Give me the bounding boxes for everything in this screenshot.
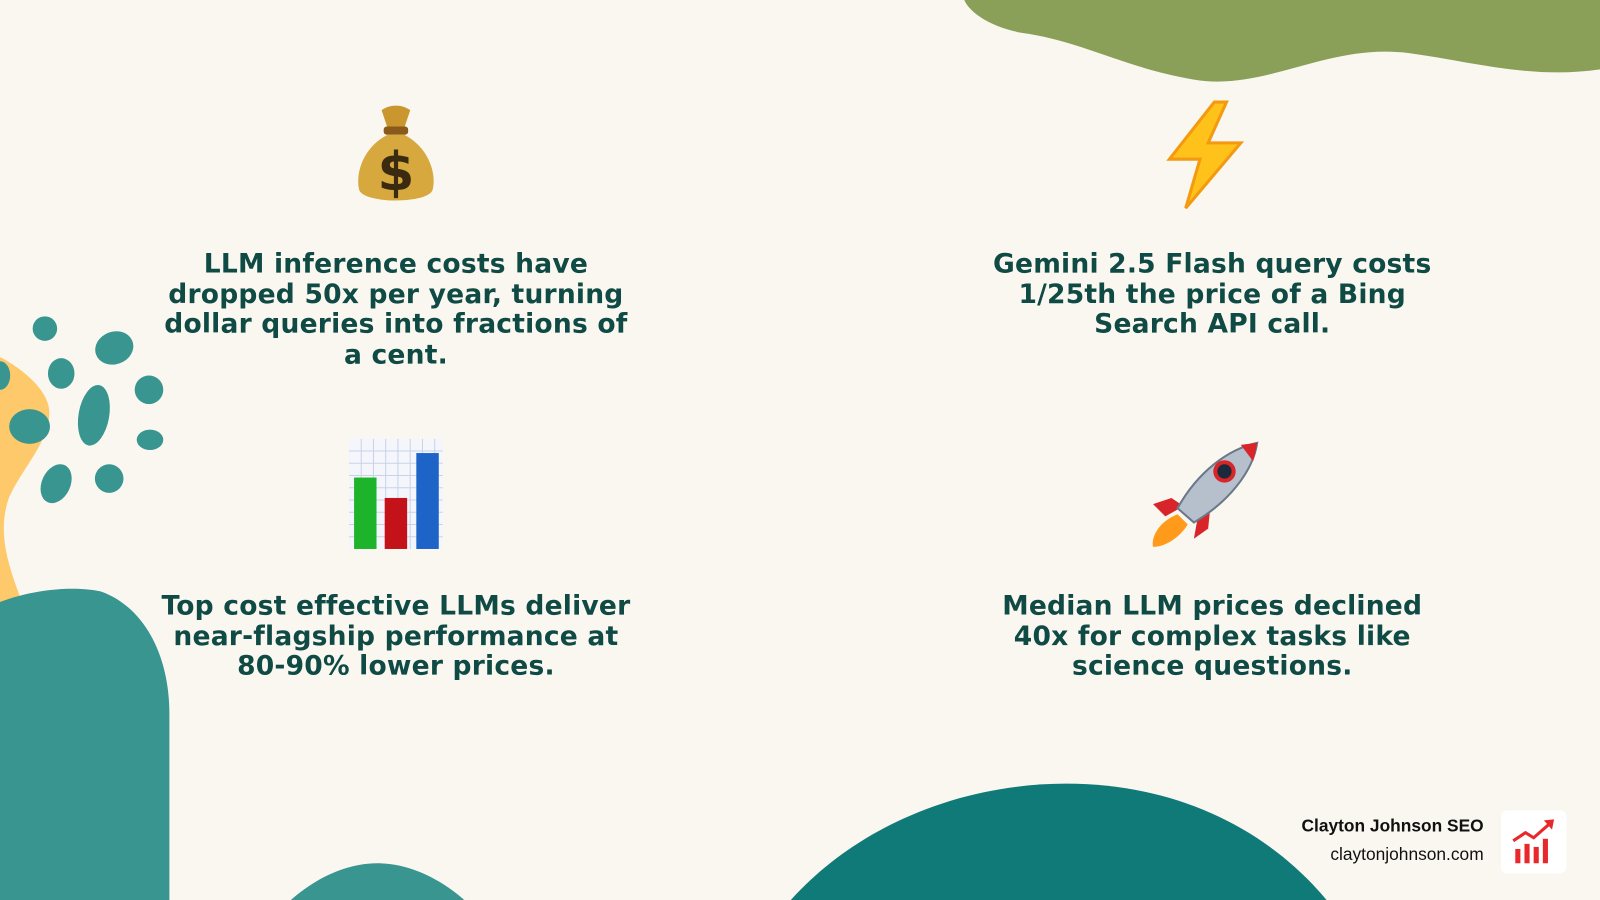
- stat-text: Gemini 2.5 Flash query costs 1/25th the …: [993, 248, 1432, 340]
- stat-text: Top cost effective LLMs deliver near-fla…: [161, 590, 631, 682]
- dark-teal-dome: [790, 783, 1327, 900]
- svg-text:$: $: [377, 141, 414, 203]
- brand-block: Clayton Johnson SEO claytonjohnson.com: [1301, 816, 1483, 865]
- growth-chart-icon: [1512, 819, 1555, 864]
- olive-blob: [964, 0, 1600, 82]
- brand-url[interactable]: claytonjohnson.com: [1330, 844, 1484, 865]
- stat-text: LLM inference costs have dropped 50x per…: [164, 248, 628, 370]
- teal-arch: [0, 588, 170, 900]
- money-bag-icon: $: [358, 105, 434, 203]
- rocket-icon: [1152, 441, 1259, 547]
- bar-chart-icon: [348, 438, 443, 549]
- brand-logo: [1501, 810, 1567, 874]
- lightning-icon: [1166, 100, 1245, 210]
- teal-small-dome: [290, 863, 465, 900]
- stat-text: Median LLM prices declined 40x for compl…: [1002, 590, 1423, 682]
- brand-name: Clayton Johnson SEO: [1301, 816, 1484, 836]
- teal-dots: [0, 316, 164, 504]
